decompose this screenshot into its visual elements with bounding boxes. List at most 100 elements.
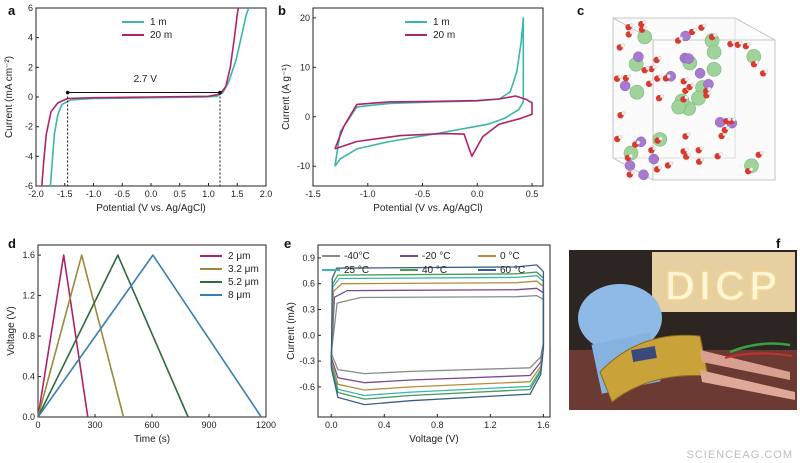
x-tick-label: 2.0 <box>260 189 273 199</box>
hydrogen-atom <box>629 23 634 28</box>
hydrogen-atom <box>755 60 760 65</box>
hydrogen-atom <box>700 157 705 162</box>
y-tick-label: 2 <box>28 62 33 72</box>
legend-label: 8 μm <box>228 290 250 301</box>
x-tick-label: 300 <box>87 420 102 430</box>
hydrogen-atom <box>669 161 674 166</box>
copper-tab-1 <box>700 350 790 380</box>
anion-sphere <box>638 169 649 181</box>
x-tick-label: 0.0 <box>145 189 158 199</box>
chart-a: -2.0 -1.5 -1.0 -0.5 0.0 0.5 1.0 1.5 2.0 -6 -4 -2 0 2 4… <box>4 3 272 214</box>
hydrogen-atom <box>652 146 657 151</box>
series-line <box>330 275 545 397</box>
series-line <box>334 95 533 158</box>
hydrogen-atom <box>618 74 623 79</box>
led-sign: DICP <box>665 262 781 309</box>
legend-label: 1 m <box>433 17 450 28</box>
hydrogen-atom <box>749 167 754 172</box>
x-tick-label: 1.5 <box>231 189 244 199</box>
x-axis-label: Voltage (V) <box>409 434 458 445</box>
hydrogen-atom <box>629 30 634 35</box>
series-line <box>37 254 89 418</box>
x-tick-label: 1.6 <box>537 420 550 430</box>
hydrogen-atom <box>684 95 689 100</box>
x-tick-label: 1.2 <box>484 420 497 430</box>
hydrogen-atom <box>658 136 663 141</box>
x-axis-label: Time (s) <box>134 434 170 445</box>
x-tick-label: -0.5 <box>114 189 130 199</box>
hydrogen-atom <box>658 74 663 79</box>
series-line <box>37 254 189 418</box>
y-tick-label: 0.8 <box>22 331 35 341</box>
plot-frame <box>312 7 544 187</box>
x-tick-label: -1.0 <box>360 189 376 199</box>
hydrogen-atom <box>764 69 769 74</box>
hydrogen-atom <box>645 66 650 71</box>
x-tick-label: 600 <box>144 420 159 430</box>
hydrogen-atom <box>725 126 730 131</box>
legend-label: 5.2 μm <box>228 277 259 288</box>
cation-sphere <box>671 99 686 115</box>
anion-sphere <box>648 153 660 165</box>
hydrogen-atom <box>707 91 712 96</box>
x-tick-label: 0.0 <box>325 420 338 430</box>
series-line <box>330 264 545 406</box>
hydrogen-atom <box>636 140 641 145</box>
x-tick-label: 0.8 <box>431 420 444 430</box>
legend-label: 1 m <box>150 17 167 28</box>
cation-sphere <box>706 44 722 60</box>
y-tick-label: 0.6 <box>302 279 315 289</box>
y-tick-label: 6 <box>28 3 33 13</box>
y-axis-label: Voltage (V) <box>6 306 17 355</box>
hydrogen-atom <box>642 20 647 25</box>
y-tick-label: 1.2 <box>22 291 35 301</box>
x-tick-label: 0.0 <box>471 189 484 199</box>
wire-red <box>724 352 793 359</box>
hydrogen-atom <box>626 74 631 79</box>
y-tick-label: 10 <box>300 62 310 72</box>
panel-label-f: f <box>776 236 781 251</box>
panel-label-a: a <box>8 3 16 18</box>
series-line <box>334 17 525 167</box>
legend-label: 20 m <box>150 30 172 41</box>
y-tick-label: -6 <box>25 181 33 191</box>
y-tick-label: 20 <box>300 13 310 23</box>
anion-sphere <box>619 80 631 92</box>
watermark: SCIENCEAG.COM <box>686 449 793 461</box>
hydrogen-atom <box>621 111 626 116</box>
chart-b: -1.5 -1.0 -0.5 0.0 0.5 -10 0 10 20 Potential (V v… <box>281 7 544 214</box>
arrow-end <box>218 90 222 95</box>
x-tick-label: -1.0 <box>86 189 102 199</box>
window-annotation: 2.7 V <box>134 74 158 85</box>
hydrogen-atom <box>684 147 689 152</box>
x-tick-label: -1.5 <box>57 189 73 199</box>
hydrogen-atom <box>684 77 689 82</box>
hydrogen-atom <box>686 132 691 137</box>
y-tick-label: 0.0 <box>302 330 315 340</box>
y-tick-label: 0.3 <box>302 305 315 315</box>
hydrogen-atom <box>687 152 692 157</box>
anion-sphere <box>624 160 636 171</box>
atoms <box>613 20 769 181</box>
panel-label-e: e <box>284 236 291 251</box>
legend-label: -40°C <box>344 251 370 262</box>
x-tick-label: -2.0 <box>28 189 44 199</box>
x-tick-label: -0.5 <box>415 189 431 199</box>
x-axis-label: Potential (V vs. Ag/AgCl) <box>96 203 206 214</box>
hydrogen-atom <box>666 74 671 79</box>
panel-label-c: c <box>577 3 584 18</box>
x-tick-label: -1.5 <box>305 189 321 199</box>
legend-label: 3.2 μm <box>228 264 259 275</box>
anion-sphere <box>694 67 706 79</box>
series-line <box>330 294 545 375</box>
legend-label: 2 μm <box>228 251 250 262</box>
plot-frame <box>317 244 551 418</box>
wire-green <box>729 342 791 354</box>
device-photo: DICP <box>569 250 797 410</box>
led-board <box>652 252 795 312</box>
cation-sphere <box>691 90 706 106</box>
hydrogen-atom <box>620 43 625 48</box>
battery-label <box>631 346 657 362</box>
hydrogen-atom <box>690 83 695 88</box>
